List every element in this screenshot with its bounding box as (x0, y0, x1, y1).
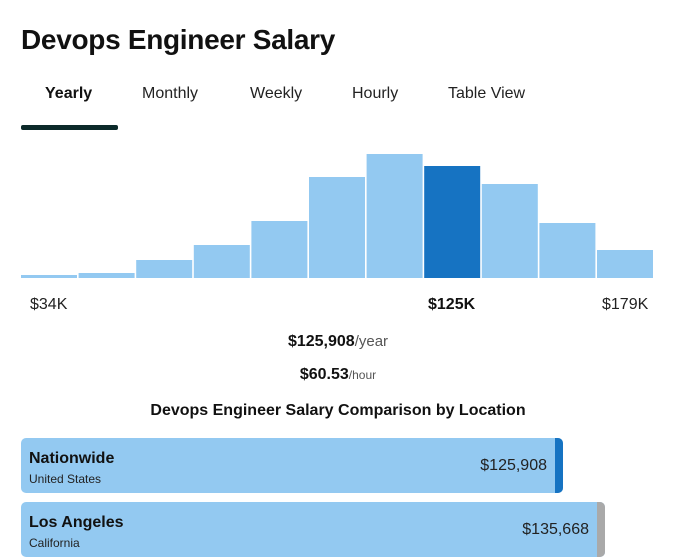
location-bar-edge (597, 502, 605, 557)
axis-label-median: $125K (428, 296, 476, 313)
tab-yearly[interactable]: Yearly (45, 85, 93, 102)
location-subtitle: California (29, 536, 80, 550)
histogram-bar[interactable] (597, 250, 653, 278)
histogram-bar[interactable] (539, 223, 596, 278)
page-title: Devops Engineer Salary (21, 24, 335, 55)
histogram-bar[interactable] (309, 177, 365, 278)
hourly-unit: /hour (348, 368, 377, 382)
active-tab-indicator (21, 125, 118, 130)
location-subtitle: United States (29, 472, 102, 486)
histogram-bar[interactable] (366, 154, 423, 278)
histogram-bar[interactable] (78, 273, 135, 278)
location-salary: $125,908 (480, 457, 547, 474)
comparison-title: Devops Engineer Salary Comparison by Loc… (150, 402, 526, 419)
location-bar-edge (555, 438, 563, 493)
yearly-unit: /year (354, 333, 389, 350)
histogram-bar[interactable] (251, 221, 308, 278)
histogram-bar[interactable] (136, 260, 193, 278)
location-salary: $135,668 (522, 521, 589, 538)
hourly-amount: $60.53 (299, 366, 349, 383)
yearly-amount: $125,908 (287, 333, 355, 350)
tab-monthly[interactable]: Monthly (142, 85, 199, 102)
location-bar-los-angeles[interactable]: Los Angeles California $135,668 (21, 502, 605, 557)
histogram-bar[interactable] (481, 184, 538, 278)
histogram-bar[interactable] (193, 245, 250, 278)
yearly-salary-summary: $125,908/year (0, 333, 676, 351)
salary-histogram (21, 154, 653, 278)
location-name: Nationwide (29, 450, 115, 467)
tab-hourly[interactable]: Hourly (352, 85, 399, 102)
tab-weekly[interactable]: Weekly (250, 85, 303, 102)
location-name: Los Angeles (29, 514, 124, 531)
histogram-bar[interactable] (21, 275, 77, 278)
axis-label-max: $179K (602, 296, 649, 313)
hourly-salary-summary: $60.53/hour (0, 366, 676, 384)
location-bar-nationwide[interactable]: Nationwide United States $125,908 (21, 438, 563, 493)
axis-label-min: $34K (30, 296, 68, 313)
tab-table-view[interactable]: Table View (448, 85, 526, 102)
salary-period-tabs: Yearly Monthly Weekly Hourly Table View (21, 80, 661, 132)
histogram-bar-highlighted[interactable] (424, 166, 481, 278)
